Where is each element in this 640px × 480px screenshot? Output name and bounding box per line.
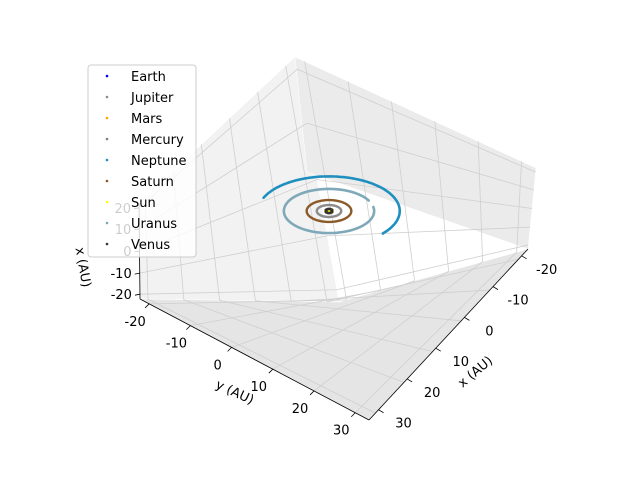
legend-label-mars: Mars (131, 112, 163, 127)
orbit-jupiter (315, 203, 343, 219)
floor-grid-line (291, 289, 490, 302)
z-tick-mark (134, 272, 140, 275)
z-grid-line (139, 179, 533, 252)
y-tick-mark (144, 303, 150, 309)
floor-grid-line (326, 258, 519, 303)
legend-marker-sun (105, 200, 109, 204)
legend-label-saturn: Saturn (131, 175, 174, 190)
z-axis-label: x (AU) (72, 246, 94, 288)
x-tick-label: -20 (536, 263, 557, 278)
floor-grid-line (147, 298, 376, 414)
x-tick-label: 20 (424, 386, 441, 401)
floor-grid-line (313, 261, 483, 392)
orbit-saturn (305, 198, 353, 224)
y-tick-label: 30 (333, 424, 350, 439)
floor-grid-line (149, 299, 347, 305)
orbit-neptune (262, 175, 402, 235)
legend-label-jupiter: Jupiter (130, 91, 174, 106)
x-axis-line (368, 248, 529, 421)
z-tick-label: -10 (110, 267, 131, 282)
y-tick-mark (227, 347, 232, 352)
x-tick-mark (378, 409, 384, 414)
orbit-series (262, 175, 402, 235)
legend-marker-earth (105, 74, 109, 78)
floor-grid-line (255, 300, 462, 322)
y-axis-label: y (AU) (213, 377, 256, 408)
y-tick-label: 0 (213, 358, 221, 373)
legend-label-uranus: Uranus (131, 217, 177, 232)
y-tick-label: -10 (166, 337, 187, 352)
floor-grid-line (272, 270, 449, 370)
orbit-uranus (282, 187, 376, 235)
legend-marker-neptune (105, 158, 109, 162)
y-tick-mark (186, 325, 191, 330)
legend-label-earth: Earth (131, 70, 166, 85)
x-tick-mark (406, 378, 413, 383)
legend-marker-mars (105, 116, 109, 120)
legend-marker-venus (105, 242, 109, 246)
legend-label-neptune: Neptune (131, 154, 187, 169)
floor-grid-line (183, 299, 405, 383)
x-tick-label: -10 (507, 294, 528, 309)
x-tick-mark (435, 347, 441, 352)
floor-grid-line (219, 299, 433, 352)
legend-label-sun: Sun (131, 196, 156, 211)
orbit-venus (324, 207, 334, 215)
legend-marker-uranus (105, 221, 109, 225)
x-tick-mark (464, 317, 470, 321)
legend-marker-mercury (105, 137, 109, 141)
y-tick-label: 10 (251, 380, 268, 395)
legend-marker-saturn (105, 179, 109, 183)
floor-grid-line (231, 280, 415, 348)
y-tick-mark (350, 412, 356, 418)
legend-label-mercury: Mercury (131, 133, 184, 148)
legend-marker-jupiter (105, 95, 109, 99)
legend-frame (87, 64, 197, 258)
legend: Earth Jupiter Mars Mercury Neptune Saturn Sun U… (87, 64, 197, 258)
y-tick-label: -20 (125, 315, 146, 330)
x-tick-label: 10 (453, 355, 470, 370)
z-tick-mark (134, 293, 141, 296)
x-tick-label: 0 (485, 324, 493, 339)
y-tick-label: 20 (292, 402, 309, 417)
x-tick-mark (521, 255, 527, 260)
y-axis-line (139, 298, 370, 421)
legend-label-venus: Venus (131, 238, 170, 253)
y-tick-mark (309, 390, 315, 396)
z-grid-line (139, 226, 531, 274)
z-grid-line (139, 244, 529, 295)
z-tick-label: -20 (111, 288, 132, 303)
y-tick-mark (268, 368, 274, 374)
floor-grid-line (354, 251, 517, 414)
x-tick-label: 30 (395, 417, 412, 432)
pane-back (294, 56, 537, 250)
floor-grid-line (190, 289, 381, 327)
x-tick-mark (492, 286, 499, 290)
